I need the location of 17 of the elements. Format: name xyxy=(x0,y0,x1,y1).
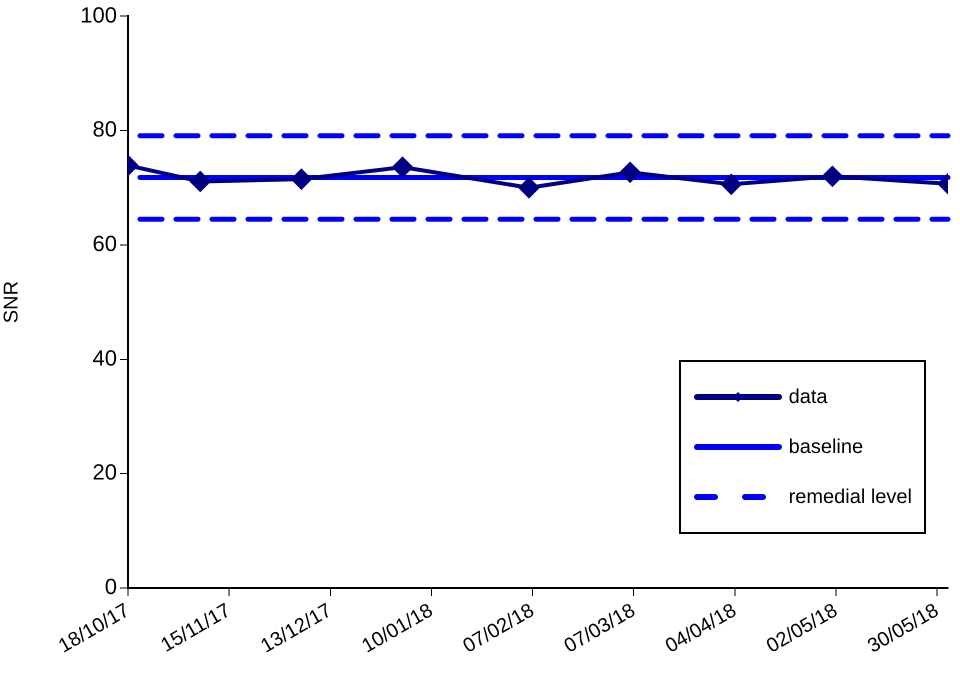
y-tick-label: 20 xyxy=(92,460,117,485)
y-tick-label: 80 xyxy=(92,116,117,142)
point xyxy=(721,174,742,194)
y-axis-title: SNR xyxy=(0,280,23,324)
point xyxy=(291,169,312,190)
legend-label: data xyxy=(788,386,828,408)
y-tick-label: 40 xyxy=(92,345,117,370)
legend-label: remedial level xyxy=(788,486,912,508)
legend-label: baseline xyxy=(788,436,864,458)
point xyxy=(518,178,539,198)
point xyxy=(190,171,210,192)
point xyxy=(822,166,842,186)
point xyxy=(620,162,640,182)
y-tick-label: 0 xyxy=(104,574,117,600)
y-tick-label: 100 xyxy=(80,2,117,28)
y-tick-label: 60 xyxy=(92,230,117,256)
point xyxy=(392,157,413,178)
